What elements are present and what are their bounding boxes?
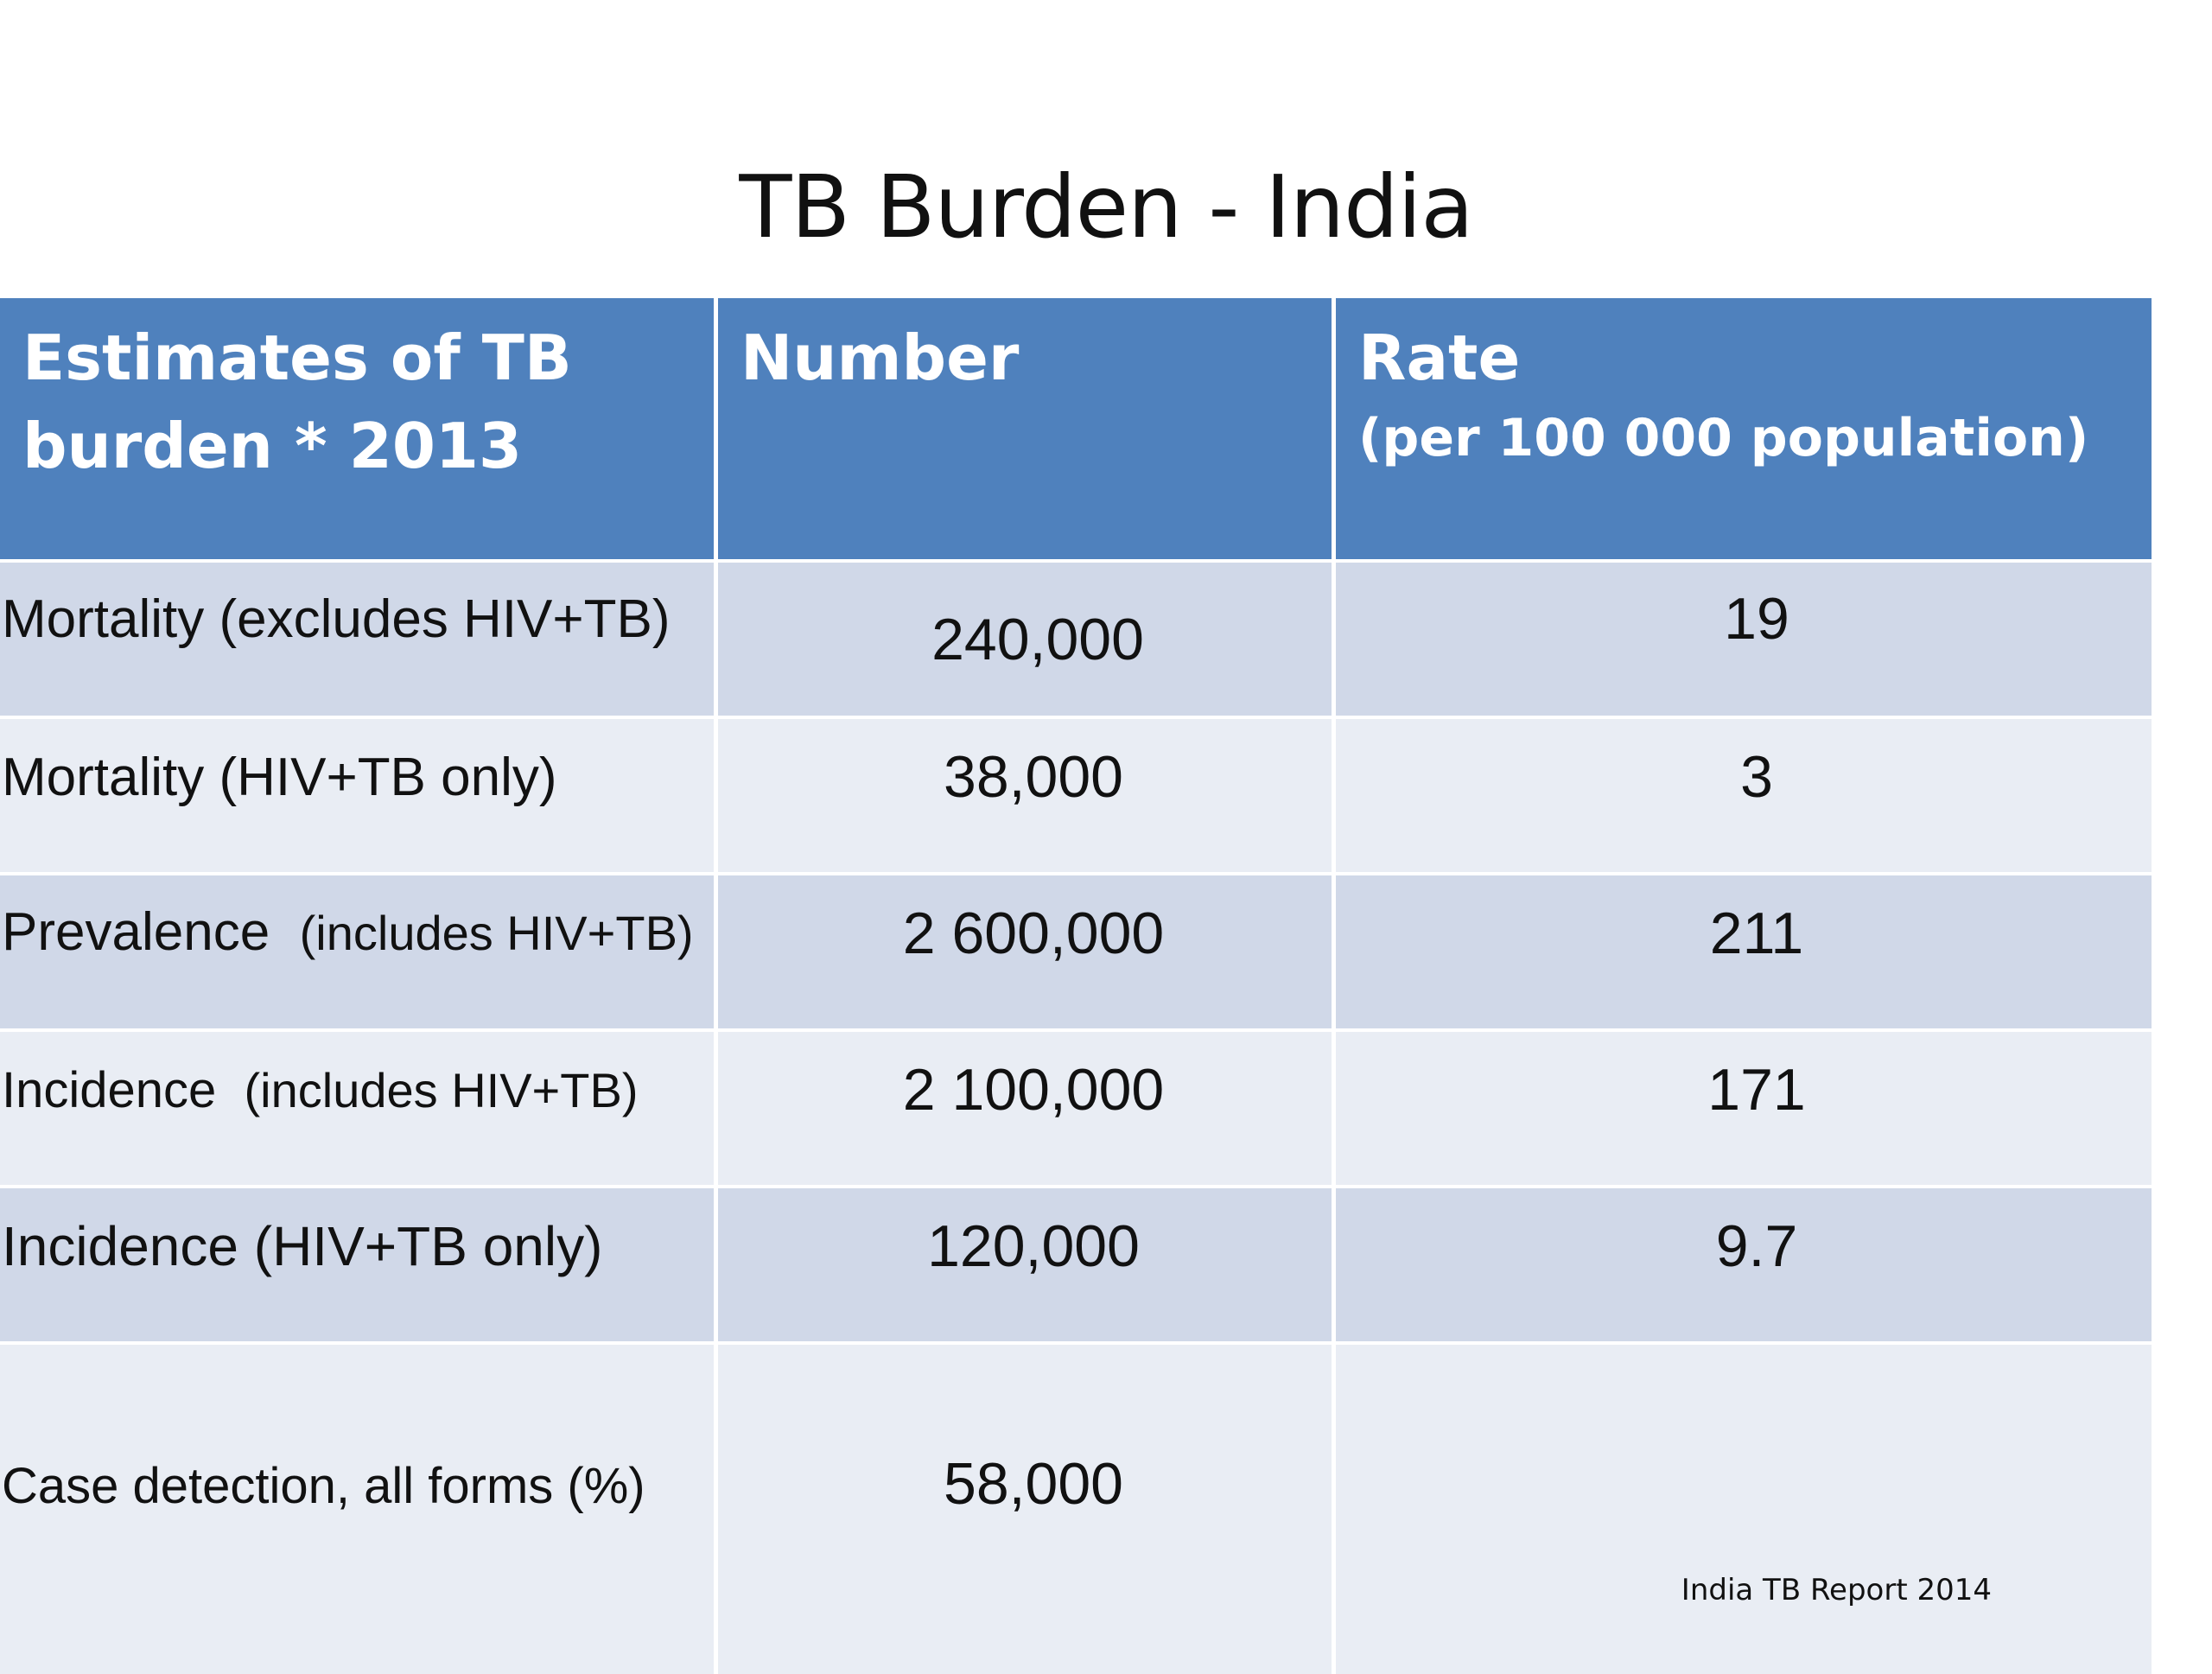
- row-label-main: Prevalence: [2, 902, 270, 962]
- tb-burden-table: Estimates of TB burden * 2013 Number Rat…: [0, 298, 2152, 1674]
- table-row-3-number-cell: 2 600,000: [718, 875, 1332, 1028]
- header-estimates-line1: Estimates of TB: [22, 321, 572, 394]
- table-row-3-rate-cell: 211: [1336, 875, 2152, 1028]
- row-number: 58,000: [944, 1451, 1123, 1517]
- table-row-6-number-cell: 58,000: [718, 1345, 1332, 1674]
- table-row-1-label-cell: Mortality (excludes HIV+TB): [0, 563, 714, 716]
- header-rate-unit: (per 100 000 population): [1358, 408, 2089, 468]
- row-label: Incidence (includes HIV+TB): [2, 1061, 638, 1119]
- table-row-4-label-cell: Incidence (includes HIV+TB): [0, 1032, 714, 1185]
- row-number: 120,000: [927, 1213, 1140, 1279]
- table-row-2-rate-cell: 3: [1336, 719, 2152, 872]
- row-rate: 171: [1707, 1057, 1806, 1123]
- table-row-4-number-cell: 2 100,000: [718, 1032, 1332, 1185]
- row-label-suffix: (includes HIV+TB): [244, 1063, 639, 1117]
- row-label-suffix: (includes HIV+TB): [299, 906, 694, 960]
- row-label: Case detection, all forms (%): [2, 1458, 645, 1514]
- row-rate: 211: [1709, 901, 1804, 966]
- table-row-6-label-cell: Case detection, all forms (%): [0, 1345, 714, 1674]
- row-rate: 19: [1724, 586, 1789, 652]
- row-rate: 9.7: [1715, 1213, 1798, 1279]
- row-number: 38,000: [944, 744, 1123, 810]
- row-rate: 3: [1740, 744, 1773, 810]
- table-row-6-rate-cell: [1336, 1345, 2152, 1674]
- table-row-5-number-cell: 120,000: [718, 1188, 1332, 1341]
- row-label: Prevalence (includes HIV+TB): [2, 901, 694, 963]
- header-number: Number: [718, 298, 1332, 559]
- row-label-main: Incidence: [2, 1062, 217, 1118]
- row-label: Mortality (excludes HIV+TB): [2, 589, 671, 649]
- row-number: 2 600,000: [902, 901, 1165, 966]
- row-label: Incidence (HIV+TB only): [2, 1215, 603, 1277]
- row-number: 240,000: [931, 607, 1144, 672]
- table-row-1-number-cell: 240,000: [718, 563, 1332, 716]
- row-label: Mortality (HIV+TB only): [2, 748, 557, 807]
- header-estimates-line2: burden * 2013: [22, 410, 523, 482]
- table-row-5-rate-cell: 9.7: [1336, 1188, 2152, 1341]
- table-row-3-label-cell: Prevalence (includes HIV+TB): [0, 875, 714, 1028]
- header-rate-label: Rate: [1358, 321, 1521, 394]
- table-row-5-label-cell: Incidence (HIV+TB only): [0, 1188, 714, 1341]
- table-row-2-number-cell: 38,000: [718, 719, 1332, 872]
- row-number: 2 100,000: [902, 1057, 1165, 1123]
- table-row-4-rate-cell: 171: [1336, 1032, 2152, 1185]
- header-number-label: Number: [741, 321, 1020, 394]
- table-row-2-label-cell: Mortality (HIV+TB only): [0, 719, 714, 872]
- source-note: India TB Report 2014: [1681, 1573, 1992, 1607]
- table-row-1-rate-cell: 19: [1336, 563, 2152, 716]
- header-estimates: Estimates of TB burden * 2013: [0, 298, 714, 559]
- header-rate: Rate (per 100 000 population): [1336, 298, 2152, 559]
- slide-title: TB Burden - India: [739, 156, 1473, 258]
